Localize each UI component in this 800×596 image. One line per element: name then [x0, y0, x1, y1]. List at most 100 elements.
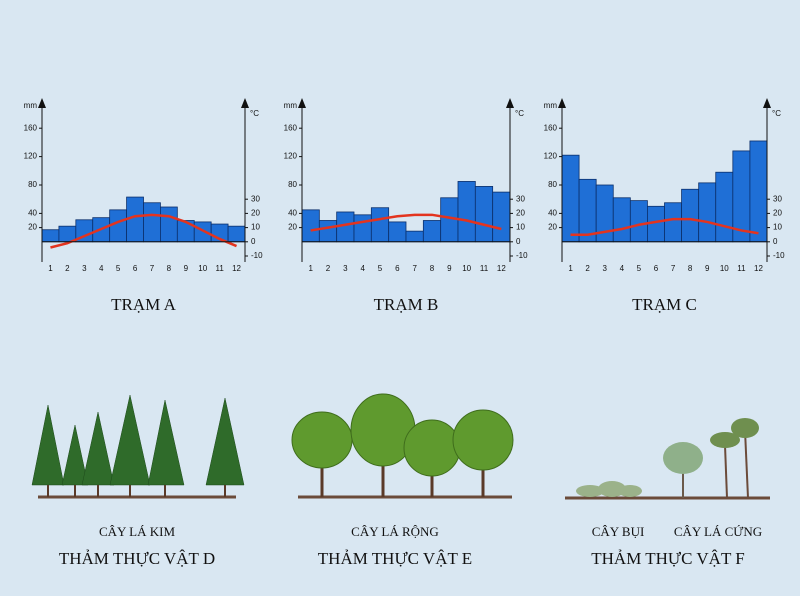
vegetation-caption: THẢM THỰC VẬT E	[318, 549, 472, 568]
vegetation-caption: THẢM THỰC VẬT D	[59, 549, 215, 568]
x-tick-label: 5	[378, 264, 383, 273]
x-tick-label: 7	[412, 264, 417, 273]
broadleaf-illustration	[291, 393, 514, 499]
x-tick-label: 10	[462, 264, 471, 273]
bar	[664, 202, 682, 243]
y-tick-label: 80	[28, 180, 37, 189]
bar	[405, 230, 424, 243]
y-tick-label: 80	[548, 180, 557, 189]
y2-axis-label: °C	[250, 109, 259, 118]
bar	[160, 206, 178, 243]
bar	[370, 207, 390, 243]
x-tick-label: 3	[602, 264, 607, 273]
x-tick-label: 6	[395, 264, 400, 273]
x-tick-label: 5	[116, 264, 121, 273]
x-tick-label: 12	[754, 264, 763, 273]
x-tick-label: 9	[705, 264, 710, 273]
bar	[353, 214, 372, 243]
x-tick-label: 6	[133, 264, 138, 273]
y2-axis-arrow	[241, 98, 249, 108]
x-tick-label: 9	[447, 264, 452, 273]
bar	[474, 186, 494, 243]
y-tick-label: 80	[288, 180, 297, 189]
y2-tick-label: 0	[251, 237, 256, 246]
x-tick-label: 8	[167, 264, 172, 273]
y-tick-label: 40	[28, 209, 37, 218]
y-axis-arrow	[298, 98, 306, 108]
x-tick-label: 3	[343, 264, 348, 273]
bar	[457, 181, 476, 243]
vegetation-label: CÂY LÁ KIM	[99, 524, 176, 539]
y2-tick-label: 30	[773, 194, 782, 203]
y-tick-label: 160	[544, 123, 558, 132]
bar	[629, 200, 648, 243]
x-tick-label: 5	[637, 264, 642, 273]
y-tick-label: 40	[288, 209, 297, 218]
y2-tick-label: -10	[251, 251, 263, 260]
y2-tick-label: 20	[773, 209, 782, 218]
vegetation-label: CÂY LÁ RỘNG	[351, 524, 439, 539]
temperature-line	[50, 213, 238, 249]
y-axis-label: mm	[544, 101, 558, 110]
bar	[41, 229, 60, 243]
temperature-line	[570, 217, 759, 236]
y2-tick-label: 10	[516, 223, 525, 232]
x-tick-label: 10	[720, 264, 729, 273]
x-tick-label: 3	[82, 264, 87, 273]
y2-axis-label: °C	[772, 109, 781, 118]
bar	[422, 220, 442, 243]
bar	[749, 140, 768, 243]
y-tick-label: 20	[548, 223, 557, 232]
bar	[561, 154, 580, 243]
x-tick-label: 2	[65, 264, 70, 273]
y2-tick-label: 10	[773, 223, 782, 232]
bar	[492, 191, 511, 243]
y2-tick-label: 20	[516, 209, 525, 218]
y2-tick-label: -10	[516, 251, 528, 260]
y-tick-label: 120	[544, 152, 558, 161]
x-tick-label: 11	[737, 264, 746, 273]
y2-tick-label: 10	[251, 223, 260, 232]
x-tick-label: 4	[620, 264, 625, 273]
shrub-illustration	[565, 418, 770, 500]
y-axis-arrow	[558, 98, 566, 108]
y-axis-label: mm	[284, 101, 298, 110]
vegetation-label: CÂY LÁ CỨNG	[674, 524, 762, 539]
bar	[109, 209, 127, 243]
conifer-illustration	[31, 394, 245, 499]
bar	[143, 202, 161, 243]
x-tick-label: 4	[99, 264, 104, 273]
y2-axis-label: °C	[515, 109, 524, 118]
bar	[578, 178, 597, 243]
x-tick-label: 7	[150, 264, 155, 273]
x-tick-label: 12	[232, 264, 241, 273]
x-tick-label: 11	[215, 264, 224, 273]
temperature-line	[310, 213, 502, 232]
x-tick-label: 9	[184, 264, 189, 273]
x-tick-label: 7	[671, 264, 676, 273]
x-tick-label: 2	[326, 264, 331, 273]
y-axis-arrow	[38, 98, 46, 108]
y2-axis-arrow	[506, 98, 514, 108]
chart-title: TRẠM B	[374, 295, 439, 314]
bar	[681, 188, 700, 243]
x-tick-label: 8	[430, 264, 435, 273]
x-tick-label: 12	[497, 264, 506, 273]
bar	[318, 220, 338, 243]
y2-tick-label: -10	[773, 251, 785, 260]
y-tick-label: 20	[28, 223, 37, 232]
y-tick-label: 20	[288, 223, 297, 232]
x-tick-label: 1	[568, 264, 573, 273]
y2-tick-label: 0	[773, 237, 778, 246]
x-tick-label: 8	[688, 264, 693, 273]
x-tick-label: 11	[480, 264, 489, 273]
vegetation-caption: THẢM THỰC VẬT F	[591, 549, 744, 568]
bar	[388, 221, 407, 243]
y-tick-label: 160	[284, 123, 298, 132]
bar	[612, 197, 631, 243]
bar	[227, 225, 246, 243]
chart-title: TRẠM A	[111, 295, 176, 314]
bar	[715, 171, 734, 243]
bar	[698, 182, 717, 243]
y-tick-label: 120	[24, 152, 38, 161]
